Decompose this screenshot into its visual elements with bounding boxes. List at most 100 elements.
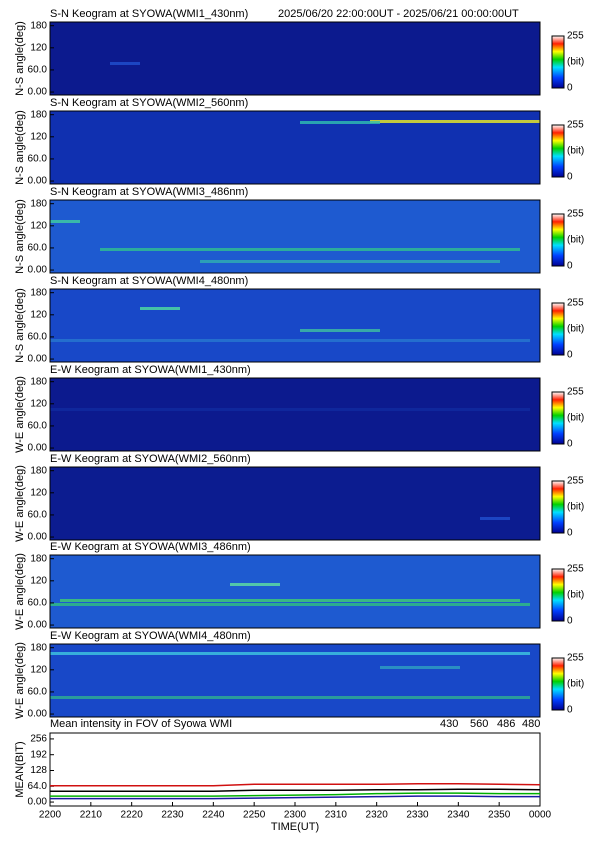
plot-frame: [49, 466, 541, 541]
plot-frame: [49, 21, 541, 96]
keogram-image: [50, 111, 540, 184]
y-tick-label: 120: [30, 487, 47, 498]
colorbar-label: (bit): [567, 324, 584, 335]
keogram-feature: [50, 220, 80, 223]
colorbar: [551, 391, 565, 445]
colorbar-tick-label: 0: [567, 83, 573, 94]
x-tick-label: 2250: [243, 810, 266, 821]
panel-title: S-N Keogram at SYOWA(WMI4_480nm): [50, 275, 248, 287]
x-tick-label: 2200: [39, 810, 62, 821]
x-tick-label: 0000: [529, 810, 552, 821]
y-tick-label: 180: [30, 20, 47, 31]
x-tick-label: 2240: [202, 810, 225, 821]
y-tick-label: 180: [30, 642, 47, 653]
y-axis-label: N-S angle(deg): [14, 288, 26, 363]
x-tick-label: 2320: [366, 810, 389, 821]
panel-title: E-W Keogram at SYOWA(WMI1_430nm): [50, 364, 251, 376]
keogram-image: [50, 22, 540, 95]
x-tick-label: 2230: [161, 810, 184, 821]
series-line: [50, 783, 541, 787]
keogram-feature: [60, 599, 520, 602]
colorbar: [551, 657, 565, 711]
plot-frame: [49, 288, 541, 363]
y-tick-label: 180: [30, 198, 47, 209]
keogram-image: [50, 644, 540, 717]
y-axis-label: W-E angle(deg): [14, 642, 26, 719]
colorbar: [551, 213, 565, 267]
colorbar: [551, 124, 565, 178]
plot-frame: [49, 643, 541, 718]
y-tick-label: 64.0: [28, 781, 48, 792]
plot-frame: [49, 377, 541, 452]
y-tick-label: 180: [30, 287, 47, 298]
y-tick-label: 60.0: [28, 687, 48, 698]
y-tick-label: 120: [30, 309, 47, 320]
y-tick-label: 120: [30, 131, 47, 142]
keogram-feature: [50, 696, 530, 699]
panel-subtitle: 2025/06/20 22:00:00UT - 2025/06/21 00:00…: [278, 8, 519, 20]
colorbar-tick-label: 0: [567, 705, 573, 716]
y-tick-label: 256: [30, 734, 47, 745]
x-tick-label: 2210: [80, 810, 103, 821]
colorbar: [551, 480, 565, 534]
panel-title: S-N Keogram at SYOWA(WMI2_560nm): [50, 97, 248, 109]
y-tick-label: 0.00: [28, 176, 48, 187]
x-tick-label: 2340: [447, 810, 470, 821]
y-tick-label: 60.0: [28, 332, 48, 343]
panel-title: S-N Keogram at SYOWA(WMI1_430nm): [50, 8, 248, 20]
panel-title: Mean intensity in FOV of Syowa WMI: [50, 718, 232, 730]
panel-title: E-W Keogram at SYOWA(WMI2_560nm): [50, 453, 251, 465]
colorbar-label: (bit): [567, 502, 584, 513]
colorbar-label: (bit): [567, 146, 584, 157]
keogram-feature: [50, 652, 530, 655]
colorbar-tick-label: 0: [567, 261, 573, 272]
y-tick-label: 0.00: [28, 354, 48, 365]
x-tick-label: 2350: [488, 810, 511, 821]
y-tick-label: 180: [30, 465, 47, 476]
keogram-feature: [230, 583, 280, 586]
keogram-image: [50, 467, 540, 540]
legend-entry: 430: [440, 718, 458, 730]
colorbar-tick-label: 0: [567, 172, 573, 183]
keogram-image: [50, 555, 540, 628]
panel-title: E-W Keogram at SYOWA(WMI4_480nm): [50, 630, 251, 642]
plot-frame: [49, 110, 541, 185]
y-tick-label: 120: [30, 398, 47, 409]
keogram-image: [50, 289, 540, 362]
colorbar-tick-label: 255: [567, 120, 584, 131]
colorbar-tick-label: 0: [567, 528, 573, 539]
y-axis-label: N-S angle(deg): [14, 21, 26, 96]
colorbar-tick-label: 255: [567, 387, 584, 398]
y-tick-label: 0.00: [28, 443, 48, 454]
y-tick-label: 0.00: [28, 620, 48, 631]
y-tick-label: 60.0: [28, 421, 48, 432]
colorbar: [551, 35, 565, 89]
y-tick-label: 60.0: [28, 598, 48, 609]
colorbar-tick-label: 255: [567, 209, 584, 220]
y-tick-label: 120: [30, 42, 47, 53]
y-axis-label: MEAN(BIT): [14, 741, 26, 797]
keogram-feature: [50, 408, 530, 411]
colorbar-tick-label: 255: [567, 298, 584, 309]
colorbar-tick-label: 255: [567, 564, 584, 575]
y-tick-label: 180: [30, 376, 47, 387]
x-tick-label: 2220: [121, 810, 144, 821]
y-tick-label: 0.00: [28, 532, 48, 543]
keogram-feature: [380, 666, 460, 669]
y-tick-label: 0.00: [28, 265, 48, 276]
colorbar-label: (bit): [567, 679, 584, 690]
panel-title: E-W Keogram at SYOWA(WMI3_486nm): [50, 541, 251, 553]
keogram-feature: [370, 120, 540, 123]
y-tick-label: 120: [30, 664, 47, 675]
series-line: [50, 792, 540, 797]
x-tick-label: 2310: [325, 810, 348, 821]
colorbar-label: (bit): [567, 57, 584, 68]
plot-frame: [49, 199, 541, 274]
y-axis-label: W-E angle(deg): [14, 465, 26, 542]
y-axis-label: N-S angle(deg): [14, 110, 26, 185]
x-tick-label: 2300: [284, 810, 307, 821]
colorbar-label: (bit): [567, 590, 584, 601]
y-tick-label: 180: [30, 553, 47, 564]
keogram-feature: [300, 329, 380, 332]
keogram-feature: [50, 603, 530, 606]
